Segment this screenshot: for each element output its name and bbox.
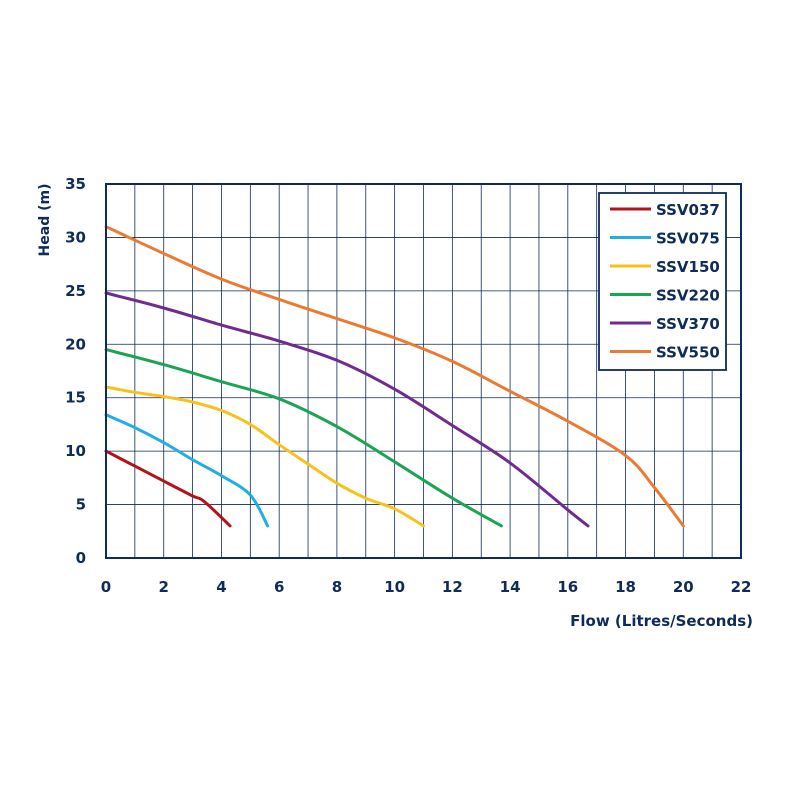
- y-tick-label: 35: [65, 175, 86, 193]
- series-line-ssv220: [104, 348, 503, 528]
- x-tick-label: 20: [673, 578, 694, 596]
- legend-label: SSV550: [656, 344, 720, 362]
- x-tick-label: 8: [332, 578, 342, 596]
- legend: SSV037 SSV075 SSV150 SSV220 SSV370 SSV550: [598, 192, 727, 371]
- series-line-ssv037: [104, 449, 232, 528]
- grid: [106, 184, 741, 558]
- legend-label: SSV075: [656, 230, 720, 248]
- x-tick-label: 14: [500, 578, 521, 596]
- x-tick-label: 18: [615, 578, 636, 596]
- y-tick-label: 30: [65, 228, 86, 246]
- x-axis-label: Flow (Litres/Seconds): [570, 612, 753, 630]
- series-line-ssv550: [104, 225, 685, 528]
- x-tick-label: 16: [557, 578, 578, 596]
- legend-box: [598, 192, 727, 371]
- x-tick-label: 6: [274, 578, 284, 596]
- y-tick-label: 0: [76, 549, 86, 567]
- series-line-ssv150: [104, 385, 425, 528]
- axes: [105, 183, 742, 559]
- legend-label: SSV220: [656, 287, 720, 305]
- x-tick-label: 2: [159, 578, 169, 596]
- series-line-ssv075: [104, 413, 270, 528]
- plot-frame: [105, 183, 742, 559]
- series-line-ssv370: [104, 291, 590, 528]
- y-tick-label: 10: [65, 442, 86, 460]
- x-tick-label: 0: [101, 578, 111, 596]
- x-tick-label: 22: [731, 578, 752, 596]
- y-tick-label: 5: [76, 496, 86, 514]
- x-tick-label: 12: [442, 578, 463, 596]
- legend-label: SSV370: [656, 315, 720, 333]
- series-layer: [104, 225, 685, 528]
- y-tick-label: 25: [65, 282, 86, 300]
- y-tick-label: 15: [65, 389, 86, 407]
- y-tick-label: 20: [65, 335, 86, 353]
- legend-label: SSV150: [656, 258, 720, 276]
- legend-label: SSV037: [656, 201, 720, 219]
- x-tick-label: 10: [384, 578, 405, 596]
- y-axis-label: Head (m): [37, 184, 53, 257]
- x-tick-label: 4: [216, 578, 226, 596]
- tick-labels: 0 2 4 6 8 10 12 14 16 18 20 22 0 5 10 15 20 25 30 35: [65, 175, 751, 596]
